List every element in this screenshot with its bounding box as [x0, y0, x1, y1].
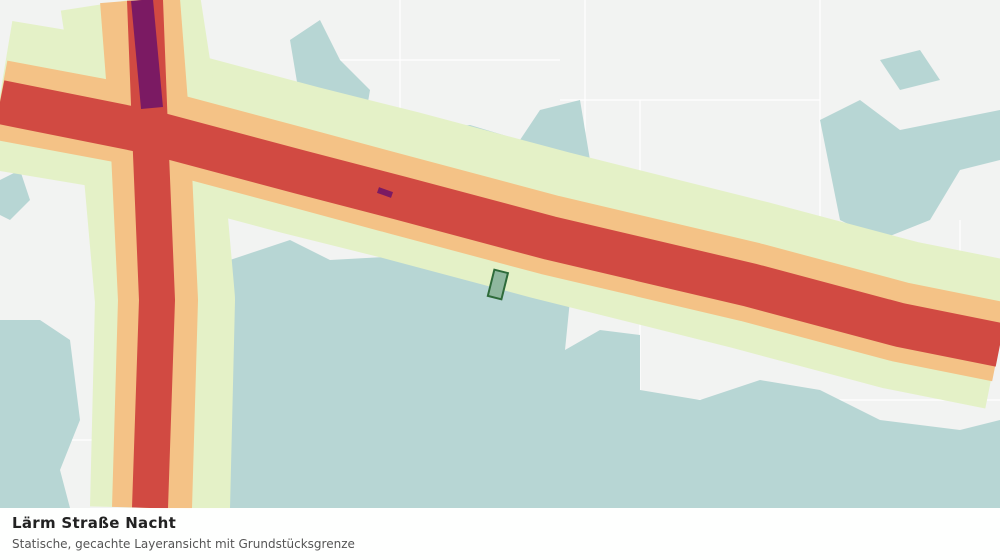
caption: Lärm Straße Nacht Statische, gecachte La… — [0, 508, 1000, 560]
noise-bands — [0, 0, 1000, 510]
caption-title: Lärm Straße Nacht — [12, 514, 177, 532]
parcel-boundary — [486, 268, 510, 301]
caption-subtitle: Statische, gecachte Layeransicht mit Gru… — [12, 537, 355, 551]
